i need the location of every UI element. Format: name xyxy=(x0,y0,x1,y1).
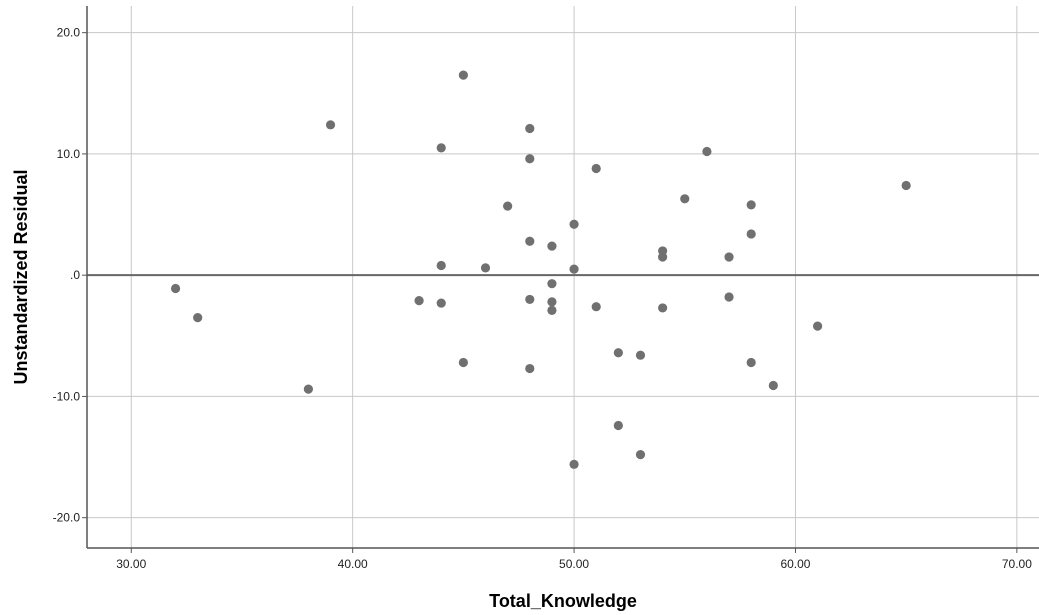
y-tick-label: 20.0 xyxy=(57,26,81,40)
data-point xyxy=(414,296,424,306)
data-point xyxy=(170,283,181,294)
data-points xyxy=(170,70,911,469)
data-point xyxy=(547,297,557,307)
grid-lines xyxy=(87,6,1039,548)
data-point xyxy=(901,180,911,191)
data-point xyxy=(813,321,823,331)
y-tick-label: -20.0 xyxy=(53,511,81,525)
y-tick-label: -10.0 xyxy=(53,389,81,403)
data-point xyxy=(746,229,756,239)
data-point xyxy=(525,294,535,305)
data-point xyxy=(436,260,446,271)
data-point xyxy=(569,264,579,274)
x-tick-label: 30.00 xyxy=(116,557,146,571)
x-axis-title: Total_Knowledge xyxy=(489,591,637,611)
axes xyxy=(82,6,1039,553)
data-point xyxy=(303,384,313,394)
data-point xyxy=(635,450,646,460)
data-point xyxy=(746,200,756,210)
data-point xyxy=(591,302,601,312)
x-tick-label: 70.00 xyxy=(1002,557,1032,571)
data-point xyxy=(436,298,446,308)
data-point xyxy=(569,219,579,229)
data-point xyxy=(613,420,623,431)
data-point xyxy=(436,143,446,153)
data-point xyxy=(193,313,203,323)
data-point xyxy=(547,305,557,315)
data-point xyxy=(458,70,468,80)
data-point xyxy=(724,252,734,262)
data-point xyxy=(702,146,712,157)
data-point xyxy=(658,252,668,262)
y-axis-title: Unstandardized Residual xyxy=(11,169,31,384)
data-point xyxy=(325,120,336,130)
x-tick-label: 60.00 xyxy=(780,557,810,571)
data-point xyxy=(724,292,734,302)
data-point xyxy=(525,363,535,374)
data-point xyxy=(525,154,535,164)
y-tick-label: .0 xyxy=(70,268,80,282)
data-point xyxy=(746,357,756,368)
data-point xyxy=(525,123,535,134)
data-point xyxy=(503,201,513,211)
data-point xyxy=(613,348,623,358)
data-point xyxy=(635,350,646,360)
x-tick-label: 50.00 xyxy=(559,557,589,571)
data-point xyxy=(768,380,778,391)
data-point xyxy=(569,459,579,469)
data-point xyxy=(547,241,557,251)
data-point xyxy=(680,194,690,204)
data-point xyxy=(480,263,491,273)
data-point xyxy=(525,236,535,246)
data-point xyxy=(547,279,557,289)
data-point xyxy=(458,357,468,368)
y-tick-label: 10.0 xyxy=(57,147,81,161)
tick-labels: 30.00 40.00 50.00 60.00 70.00 20.0 10.0 .0 -10.0… xyxy=(53,26,1033,571)
data-point xyxy=(658,303,668,313)
data-point xyxy=(591,163,601,174)
x-tick-label: 40.00 xyxy=(338,557,368,571)
